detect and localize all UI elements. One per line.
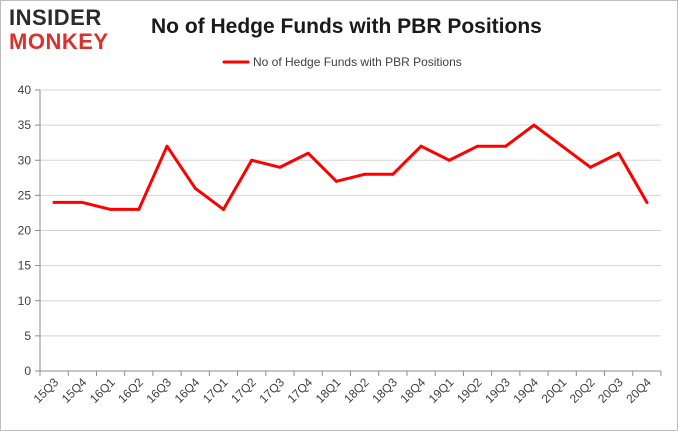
data-point [334, 179, 338, 183]
x-tick-label: 18Q1 [313, 375, 344, 406]
data-point [363, 172, 367, 176]
data-point [80, 200, 84, 204]
data-point [447, 158, 451, 162]
x-tick-label: 15Q3 [31, 375, 62, 406]
logo-text-top: INSIDER [9, 5, 102, 30]
y-tick-label: 15 [18, 259, 32, 273]
y-tick-label: 5 [24, 329, 31, 343]
data-point [137, 207, 141, 211]
legend-label: No of Hedge Funds with PBR Positions [253, 55, 462, 69]
data-point [52, 200, 56, 204]
data-point [617, 151, 621, 155]
x-tick-label: 16Q4 [172, 375, 203, 406]
y-tick-label: 0 [24, 364, 31, 378]
x-tick-label: 18Q4 [398, 375, 429, 406]
data-point [391, 172, 395, 176]
data-point [165, 144, 169, 148]
data-point [504, 144, 508, 148]
x-tick-label: 15Q4 [59, 375, 90, 406]
data-point [306, 151, 310, 155]
y-tick-label: 25 [18, 188, 32, 202]
y-tick-label: 10 [18, 294, 32, 308]
x-tick-label: 19Q1 [426, 375, 457, 406]
x-tick-label: 17Q1 [200, 375, 231, 406]
x-tick-label: 19Q2 [454, 375, 485, 406]
x-tick-label: 17Q3 [256, 375, 287, 406]
x-tick-label: 20Q3 [595, 375, 626, 406]
x-tick-label: 18Q2 [341, 375, 372, 406]
x-tick-label: 16Q1 [87, 375, 118, 406]
data-point [476, 144, 480, 148]
x-tick-label: 16Q2 [115, 375, 146, 406]
y-tick-label: 20 [18, 224, 32, 238]
data-point [532, 123, 536, 127]
series-line [52, 123, 649, 211]
data-point [193, 186, 197, 190]
x-tick-label: 17Q4 [285, 375, 316, 406]
insider-monkey-logo: INSIDER MONKEY [9, 7, 127, 53]
data-point [221, 207, 225, 211]
data-point [560, 144, 564, 148]
y-tick-label: 40 [18, 83, 32, 97]
x-tick-label: 20Q4 [623, 375, 654, 406]
logo-text-bottom: MONKEY [9, 29, 109, 54]
x-tick-label: 19Q3 [482, 375, 513, 406]
data-point [109, 207, 113, 211]
x-tick-label: 19Q4 [510, 375, 541, 406]
y-tick-label: 30 [18, 153, 32, 167]
data-point [645, 200, 649, 204]
x-tick-label: 18Q3 [369, 375, 400, 406]
y-tick-label: 35 [18, 118, 32, 132]
x-tick-label: 20Q1 [539, 375, 570, 406]
chart-title: No of Hedge Funds with PBR Positions [151, 15, 542, 38]
data-point [419, 144, 423, 148]
x-tick-label: 20Q2 [567, 375, 598, 406]
x-tick-label: 16Q3 [143, 375, 174, 406]
x-tick-label: 17Q2 [228, 375, 259, 406]
data-point [278, 165, 282, 169]
data-point [250, 158, 254, 162]
data-point [588, 165, 592, 169]
